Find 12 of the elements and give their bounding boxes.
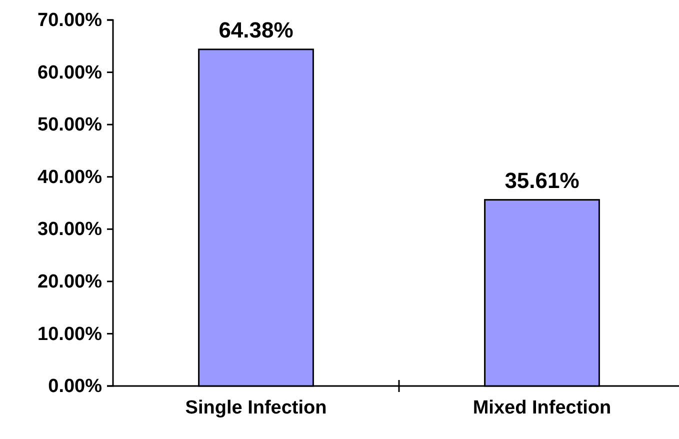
data-label: 35.61% xyxy=(504,168,580,193)
y-tick-label: 40.00% xyxy=(38,166,102,188)
y-tick-label: 0.00% xyxy=(48,376,102,398)
y-tick-label: 50.00% xyxy=(38,114,102,136)
data-label: 64.38% xyxy=(218,17,294,42)
y-tick-label: 30.00% xyxy=(38,219,102,240)
y-tick-label: 10.00% xyxy=(38,324,102,345)
y-tick-label: 20.00% xyxy=(38,272,102,293)
x-tick-label: Mixed Infection xyxy=(472,398,612,419)
y-tick-label: 60.00% xyxy=(38,62,102,84)
y-tick-label: 70.00% xyxy=(38,10,102,32)
x-tick-label: Single Infection xyxy=(185,398,327,419)
